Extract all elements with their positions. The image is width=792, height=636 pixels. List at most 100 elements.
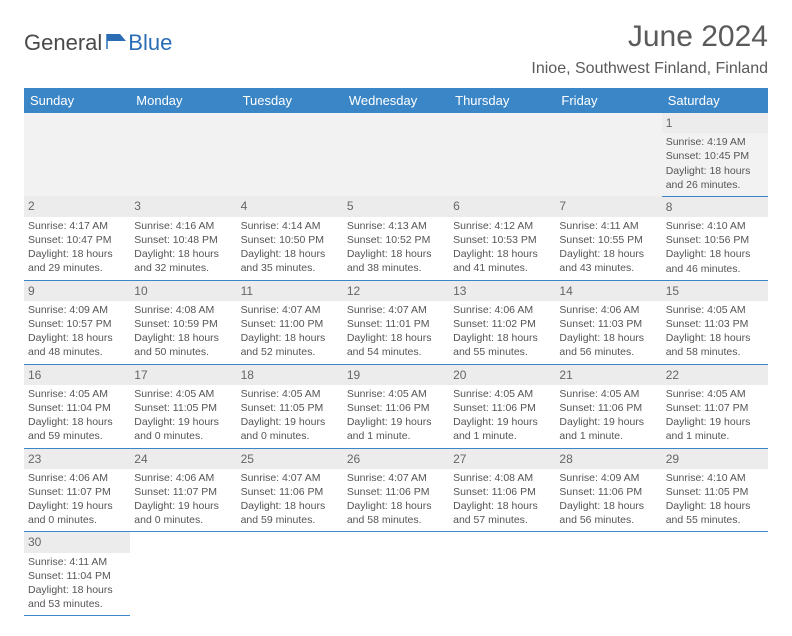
day-number: 30 <box>24 532 130 552</box>
day-info-line: Sunrise: 4:07 AM <box>241 303 339 317</box>
day-info-line: and 26 minutes. <box>666 178 764 192</box>
calendar-cell <box>343 113 449 196</box>
day-number: 22 <box>662 365 768 385</box>
day-info-line: Sunrise: 4:11 AM <box>28 555 126 569</box>
weekday-fri: Friday <box>555 88 661 113</box>
day-info-line: Sunrise: 4:12 AM <box>453 219 551 233</box>
calendar-cell: 26Sunrise: 4:07 AMSunset: 11:06 PMDaylig… <box>343 448 449 532</box>
day-info-line: Sunset: 10:57 PM <box>28 317 126 331</box>
day-info-line: Sunset: 10:53 PM <box>453 233 551 247</box>
calendar-cell: 18Sunrise: 4:05 AMSunset: 11:05 PMDaylig… <box>237 364 343 448</box>
day-number: 17 <box>130 365 236 385</box>
day-info-line: Sunset: 10:45 PM <box>666 149 764 163</box>
day-info-line: Sunset: 11:04 PM <box>28 569 126 583</box>
calendar-row: 23Sunrise: 4:06 AMSunset: 11:07 PMDaylig… <box>24 448 768 532</box>
day-info-line: Sunset: 11:06 PM <box>559 485 657 499</box>
header: General Blue June 2024 Inioe, Southwest … <box>24 20 768 78</box>
day-info-line: Sunrise: 4:10 AM <box>666 219 764 233</box>
weekday-tue: Tuesday <box>237 88 343 113</box>
calendar-cell: 12 Sunrise: 4:07 AMSunset: 11:01 PMDaylig… <box>343 280 449 364</box>
logo: General Blue <box>24 30 172 56</box>
day-info-line: Daylight: 18 hours <box>559 331 657 345</box>
month-title: June 2024 <box>531 20 768 54</box>
calendar-cell: 30Sunrise: 4:11 AMSunset: 11:04 PMDaylig… <box>24 532 130 616</box>
day-info-line: Sunset: 11:02 PM <box>453 317 551 331</box>
day-info-line: and 29 minutes. <box>28 261 126 275</box>
day-info-line: and 57 minutes. <box>453 513 551 527</box>
day-info-line: Daylight: 19 hours <box>241 415 339 429</box>
day-info-line: Sunset: 11:05 PM <box>241 401 339 415</box>
day-info-line: Daylight: 18 hours <box>241 331 339 345</box>
day-info-line: and 32 minutes. <box>134 261 232 275</box>
day-info-line: and 58 minutes. <box>347 513 445 527</box>
day-info-line: Sunrise: 4:06 AM <box>28 471 126 485</box>
day-info-line: Sunrise: 4:10 AM <box>666 471 764 485</box>
calendar-cell <box>555 113 661 196</box>
day-info-line: Sunset: 11:06 PM <box>453 401 551 415</box>
day-info-line: and 0 minutes. <box>134 513 232 527</box>
day-info-line: and 48 minutes. <box>28 345 126 359</box>
day-info-line: and 55 minutes. <box>666 513 764 527</box>
day-info-line: Daylight: 18 hours <box>347 331 445 345</box>
day-info-line: Daylight: 18 hours <box>453 247 551 261</box>
day-number: 12 <box>343 281 449 301</box>
day-info-line: and 0 minutes. <box>134 429 232 443</box>
day-info-line: Sunrise: 4:07 AM <box>347 303 445 317</box>
day-info-line: Daylight: 19 hours <box>134 415 232 429</box>
day-info-line: Sunset: 11:03 PM <box>666 317 764 331</box>
day-number: 13 <box>449 281 555 301</box>
day-info-line: and 1 minute. <box>666 429 764 443</box>
day-number: 28 <box>555 449 661 469</box>
day-info-line: and 54 minutes. <box>347 345 445 359</box>
day-info-line: Sunset: 10:47 PM <box>28 233 126 247</box>
calendar-cell: 1Sunrise: 4:19 AMSunset: 10:45 PMDayligh… <box>662 113 768 196</box>
calendar-cell: 20 Sunrise: 4:05 AMSunset: 11:06 PMDaylig… <box>449 364 555 448</box>
calendar-cell <box>555 532 661 616</box>
calendar-cell <box>449 113 555 196</box>
day-number: 20 <box>449 365 555 385</box>
day-info-line: Sunrise: 4:09 AM <box>28 303 126 317</box>
calendar-cell: 23Sunrise: 4:06 AMSunset: 11:07 PMDaylig… <box>24 448 130 532</box>
weekday-thu: Thursday <box>449 88 555 113</box>
calendar-cell: 14Sunrise: 4:06 AMSunset: 11:03 PMDaylig… <box>555 280 661 364</box>
day-info-line: Sunrise: 4:06 AM <box>134 471 232 485</box>
calendar-row: 2Sunrise: 4:17 AMSunset: 10:47 PMDayligh… <box>24 196 768 280</box>
calendar-cell: 10Sunrise: 4:08 AMSunset: 10:59 PMDaylig… <box>130 280 236 364</box>
day-info-line: Sunrise: 4:06 AM <box>559 303 657 317</box>
calendar-cell: 15Sunrise: 4:05 AMSunset: 11:03 PMDaylig… <box>662 280 768 364</box>
day-info-line: Sunset: 11:06 PM <box>241 485 339 499</box>
day-info-line: Sunrise: 4:05 AM <box>453 387 551 401</box>
day-number: 1 <box>662 113 768 133</box>
day-info-line: and 0 minutes. <box>241 429 339 443</box>
day-info-line: Daylight: 18 hours <box>559 247 657 261</box>
day-number: 15 <box>662 281 768 301</box>
day-info-line: Sunset: 11:01 PM <box>347 317 445 331</box>
day-info-line: Daylight: 18 hours <box>666 499 764 513</box>
day-info-line: Sunset: 10:50 PM <box>241 233 339 247</box>
day-info-line: Daylight: 18 hours <box>347 247 445 261</box>
calendar-cell: 16Sunrise: 4:05 AMSunset: 11:04 PMDaylig… <box>24 364 130 448</box>
day-info-line: Sunrise: 4:19 AM <box>666 135 764 149</box>
day-number: 29 <box>662 449 768 469</box>
day-number: 26 <box>343 449 449 469</box>
day-number: 19 <box>343 365 449 385</box>
day-info-line: Sunset: 11:07 PM <box>666 401 764 415</box>
day-number: 27 <box>449 449 555 469</box>
calendar-cell <box>237 113 343 196</box>
day-info-line: Sunrise: 4:07 AM <box>241 471 339 485</box>
day-info-line: Daylight: 19 hours <box>453 415 551 429</box>
day-number: 24 <box>130 449 236 469</box>
day-info-line: Daylight: 19 hours <box>559 415 657 429</box>
day-info-line: Sunset: 10:52 PM <box>347 233 445 247</box>
calendar-cell: 8Sunrise: 4:10 AMSunset: 10:56 PMDayligh… <box>662 196 768 280</box>
day-info-line: Daylight: 18 hours <box>559 499 657 513</box>
calendar-cell: 19Sunrise: 4:05 AMSunset: 11:06 PMDaylig… <box>343 364 449 448</box>
day-info-line: Sunset: 11:07 PM <box>28 485 126 499</box>
calendar-row: 16Sunrise: 4:05 AMSunset: 11:04 PMDaylig… <box>24 364 768 448</box>
day-info-line: Sunset: 10:59 PM <box>134 317 232 331</box>
calendar-cell: 24Sunrise: 4:06 AMSunset: 11:07 PMDaylig… <box>130 448 236 532</box>
calendar-cell: 25Sunrise: 4:07 AMSunset: 11:06 PMDaylig… <box>237 448 343 532</box>
day-info-line: Daylight: 18 hours <box>453 499 551 513</box>
calendar-body: 1 Sunrise: 4:19 AMSunset: 10:45 PM Dayligh… <box>24 113 768 616</box>
day-info-line: and 1 minute. <box>347 429 445 443</box>
